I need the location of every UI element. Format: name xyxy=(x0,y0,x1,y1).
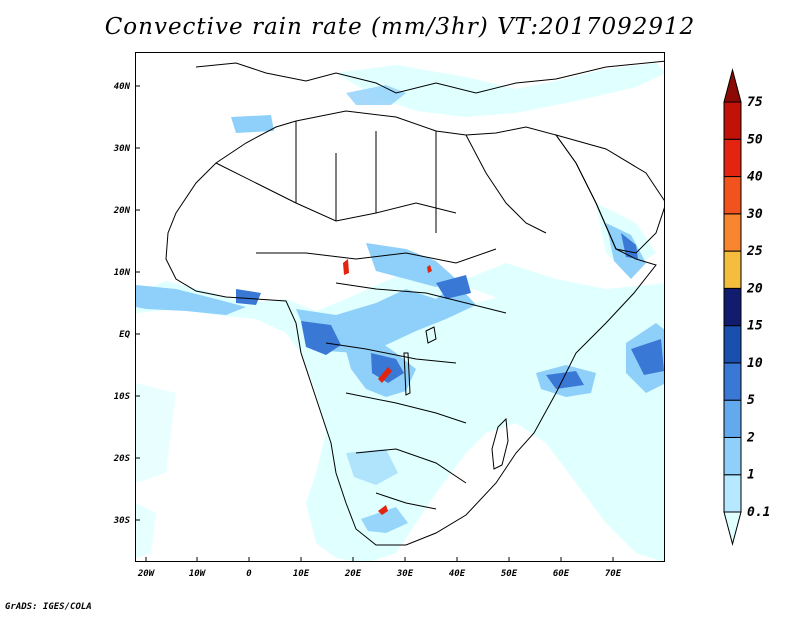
colorbar-segment xyxy=(723,399,742,438)
colorbar-segment xyxy=(723,474,742,513)
map-title: Convective rain rate (mm/3hr) VT:2017092… xyxy=(104,14,696,40)
intense-rain-cells xyxy=(343,259,432,515)
colorbar-segment xyxy=(723,436,742,476)
colorbar-label: 5 xyxy=(747,393,755,408)
colorbar-segment xyxy=(723,362,742,401)
colorbar-label: 0.1 xyxy=(747,505,770,520)
coastlines xyxy=(165,60,664,546)
colorbar-segment xyxy=(723,176,742,215)
colorbar-label: 2 xyxy=(746,430,755,445)
colorbar-segments xyxy=(723,68,742,546)
colorbar-label: 30 xyxy=(746,207,763,222)
colorbar-segment xyxy=(723,250,742,289)
colorbar-label: 10 xyxy=(747,356,763,371)
colorbar-segment xyxy=(723,287,742,327)
colorbar-triangle-low xyxy=(723,511,742,546)
colorbar-segment xyxy=(723,213,742,252)
colorbar-label: 20 xyxy=(746,281,763,296)
colorbar-segment xyxy=(723,325,742,364)
colorbar-label: 50 xyxy=(747,132,763,147)
map-panel xyxy=(135,52,665,562)
colorbar-segment xyxy=(723,101,742,140)
colorbar-label: 25 xyxy=(746,244,763,259)
grads-credit: GrADS: IGES/COLA xyxy=(5,602,92,612)
colorbar-label: 15 xyxy=(747,319,763,334)
colorbar-segment xyxy=(723,138,742,178)
map-canvas xyxy=(136,60,664,561)
colorbar-label: 40 xyxy=(747,170,763,185)
colorbar-label: 75 xyxy=(747,95,763,110)
colorbar-triangle-high xyxy=(723,68,742,103)
colorbar-label: 1 xyxy=(747,468,755,483)
